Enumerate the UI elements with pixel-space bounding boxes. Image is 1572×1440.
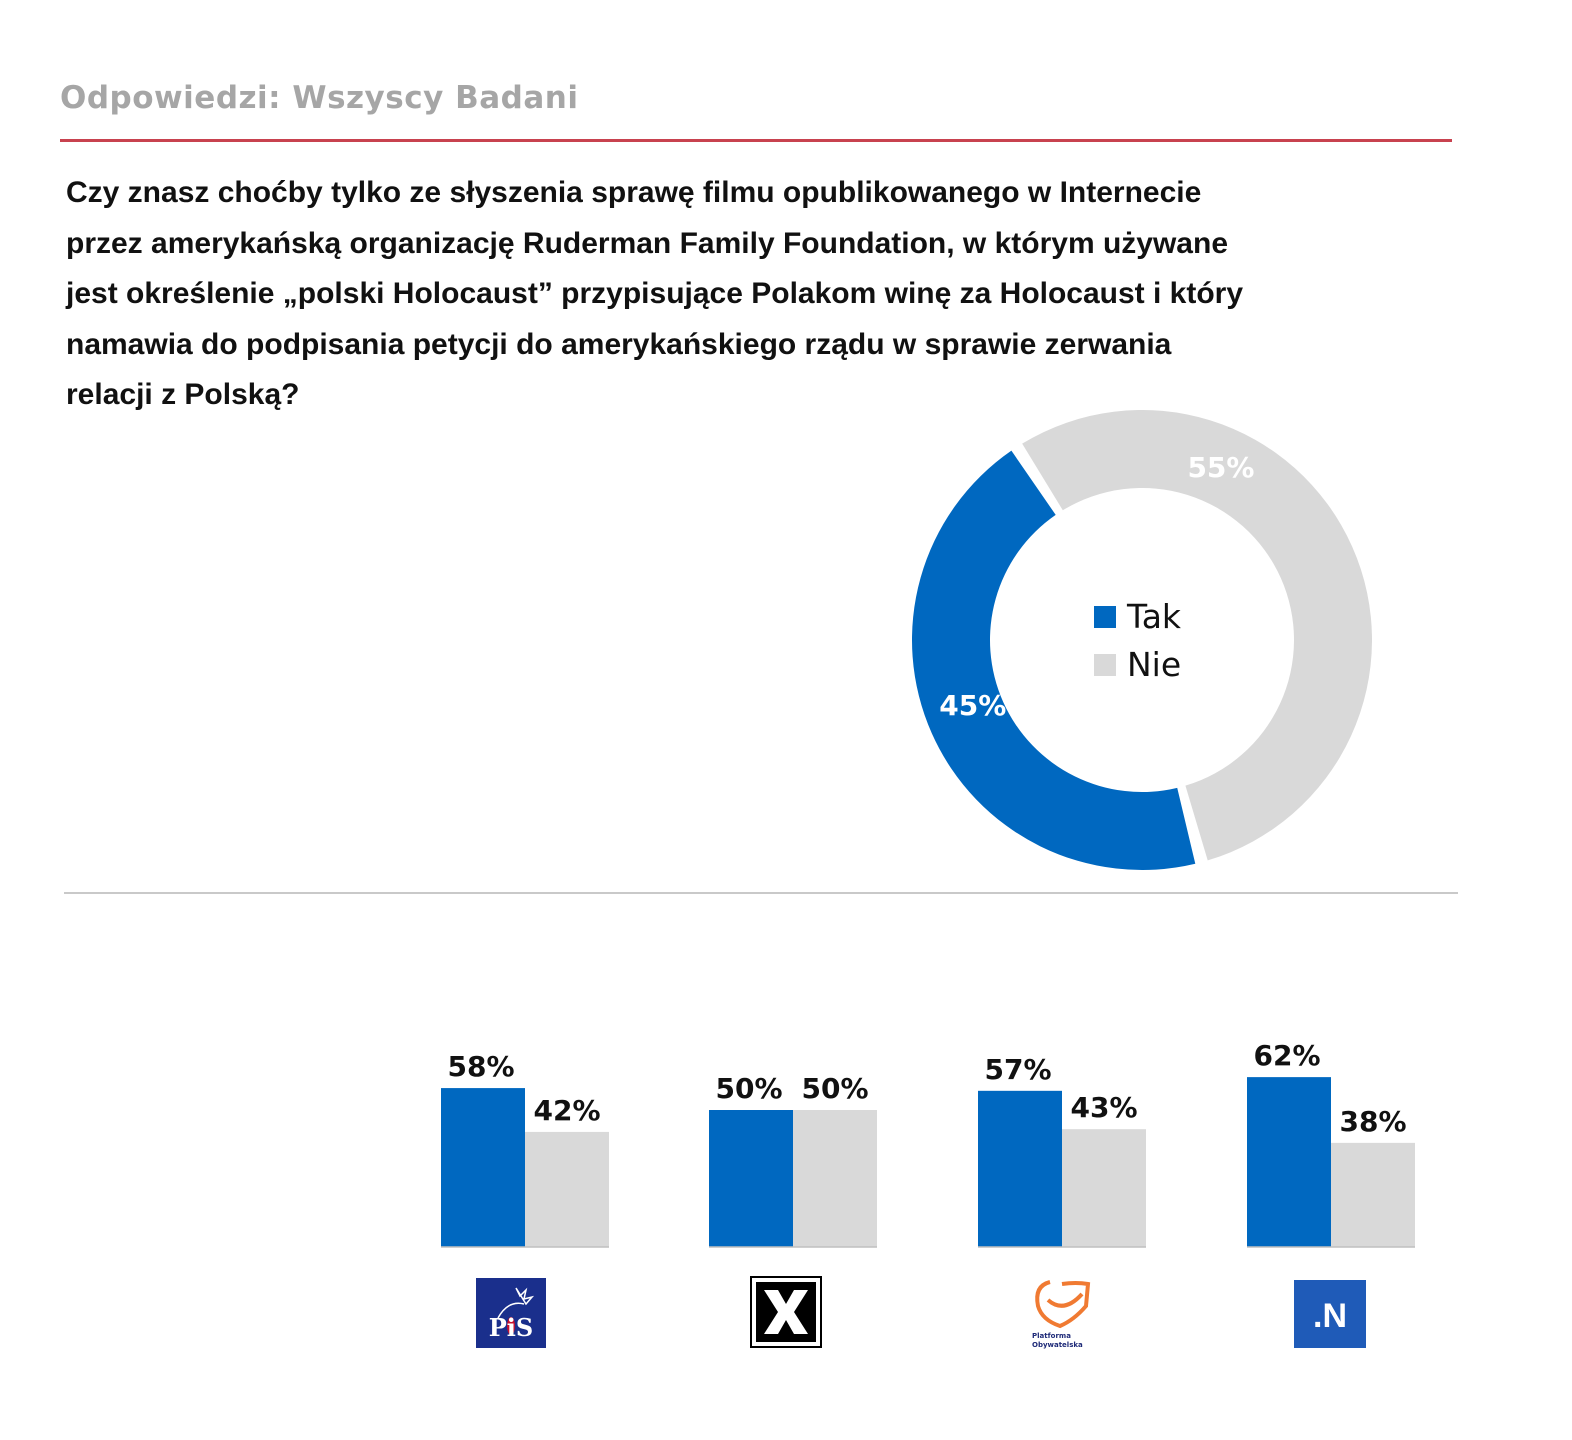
bar-label-tak-2: 57% bbox=[984, 1053, 1051, 1086]
bar-tak-3 bbox=[1247, 1077, 1331, 1247]
section-divider bbox=[64, 892, 1458, 894]
nowoczesna-logo-icon: .N bbox=[1294, 1280, 1366, 1348]
survey-question: Czy znasz choćby tylko ze słyszenia spra… bbox=[66, 168, 1516, 421]
respondents-subtitle: Odpowiedzi: Wszyscy Badani bbox=[60, 80, 579, 116]
donut-label-tak: 45% bbox=[939, 689, 1006, 722]
question-line: namawia do podpisania petycji do ameryka… bbox=[66, 327, 1172, 361]
pis-logo-text: PiS bbox=[489, 1313, 534, 1342]
question-line: relacji z Polską? bbox=[66, 378, 300, 411]
legend-swatch-nie bbox=[1094, 654, 1116, 676]
kukiz-logo-icon: K bbox=[750, 1276, 822, 1348]
legend-label-tak: Tak bbox=[1126, 597, 1182, 636]
bar-tak-1 bbox=[709, 1110, 793, 1247]
donut-slice-tak bbox=[911, 450, 1196, 871]
header-divider bbox=[60, 139, 1452, 142]
bar-label-nie-1: 50% bbox=[801, 1072, 868, 1105]
po-logo-text-2: Obywatelska bbox=[1032, 1341, 1083, 1349]
bar-label-nie-3: 38% bbox=[1339, 1105, 1406, 1138]
nowoczesna-logo-text: .N bbox=[1313, 1297, 1347, 1335]
question-line: Czy znasz choćby tylko ze słyszenia spra… bbox=[66, 176, 1202, 209]
bar-nie-3 bbox=[1331, 1142, 1415, 1247]
legend-swatch-tak bbox=[1094, 606, 1116, 628]
legend-label-nie: Nie bbox=[1127, 645, 1181, 684]
bar-label-nie-2: 43% bbox=[1070, 1091, 1137, 1124]
bar-label-nie-0: 42% bbox=[533, 1094, 600, 1127]
bar-tak-0 bbox=[441, 1088, 525, 1247]
pis-logo-icon: PiS bbox=[476, 1278, 546, 1348]
bar-nie-1 bbox=[793, 1110, 877, 1247]
bar-label-tak-0: 58% bbox=[447, 1050, 514, 1083]
po-logo-text-1: Platforma bbox=[1032, 1332, 1071, 1340]
question-line: jest określenie „polski Holocaust” przyp… bbox=[66, 277, 1244, 310]
po-logo-icon: Platforma Obywatelska bbox=[1030, 1276, 1100, 1352]
bar-nie-2 bbox=[1062, 1129, 1146, 1247]
question-line: przez amerykańską organizację Ruderman F… bbox=[66, 226, 1229, 260]
bar-label-tak-3: 62% bbox=[1253, 1039, 1320, 1072]
bar-label-tak-1: 50% bbox=[715, 1072, 782, 1105]
bar-tak-2 bbox=[978, 1090, 1062, 1247]
donut-chart: 55% 45% Tak Nie bbox=[911, 409, 1373, 871]
donut-label-nie: 55% bbox=[1187, 451, 1254, 484]
bar-nie-0 bbox=[525, 1131, 609, 1247]
donut-slice-nie bbox=[1022, 409, 1373, 861]
